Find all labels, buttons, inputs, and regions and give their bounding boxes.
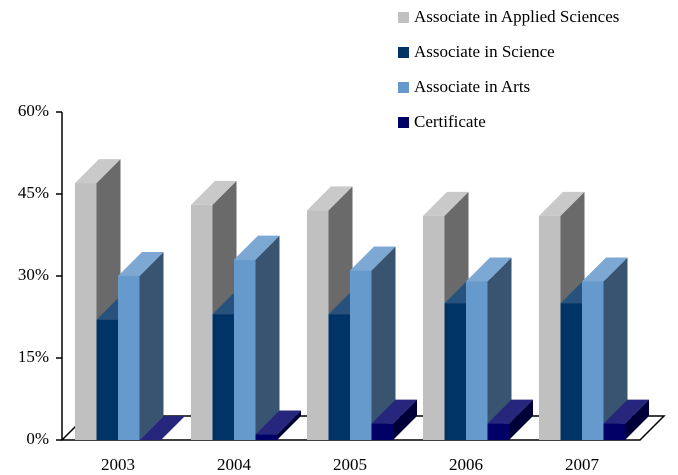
bar: [444, 303, 466, 440]
y-tick-label: 30%: [18, 265, 49, 284]
bar-top: [466, 257, 512, 282]
bar: [255, 434, 277, 440]
bar-top: [423, 191, 469, 216]
x-tick-label: 2004: [217, 455, 252, 474]
bar-side: [625, 399, 649, 440]
bar: [603, 423, 625, 440]
x-tick-label: 2006: [449, 455, 483, 474]
bar: [350, 270, 372, 440]
bar: [96, 319, 118, 440]
bar: [212, 314, 234, 440]
bar: [539, 215, 561, 440]
y-tick-label: 45%: [18, 183, 49, 202]
bar: [307, 210, 329, 440]
bar-side: [487, 257, 512, 440]
x-tick-label: 2005: [333, 455, 367, 474]
bar-top: [139, 416, 185, 440]
bar-top: [582, 257, 628, 282]
bar: [487, 423, 509, 440]
bar-top: [539, 191, 585, 216]
bar-side: [603, 257, 628, 440]
bar-side: [277, 410, 301, 440]
bar-top: [350, 246, 396, 271]
x-tick-label: 2007: [565, 455, 600, 474]
bar-top: [118, 252, 164, 276]
bar-side: [255, 235, 280, 440]
bar: [234, 259, 256, 440]
legend-swatch: [398, 12, 409, 23]
bar: [191, 204, 213, 440]
y-tick-label: 15%: [18, 347, 49, 366]
bar: [423, 215, 445, 440]
y-tick-label: 60%: [18, 101, 49, 120]
bar-side: [509, 399, 533, 440]
legend-swatch: [398, 82, 409, 93]
bar-top: [75, 159, 121, 184]
legend-label: Associate in Arts: [414, 77, 530, 96]
bar-side: [371, 246, 396, 440]
bar-side: [139, 252, 164, 440]
bar-top: [487, 399, 533, 424]
legend-label: Associate in Science: [414, 42, 555, 61]
bar: [118, 276, 140, 440]
bar-top: [307, 186, 353, 211]
bar: [560, 303, 582, 440]
bar-top: [371, 399, 417, 424]
bar: [582, 281, 604, 440]
bar: [328, 314, 350, 440]
x-tick-label: 2003: [101, 455, 135, 474]
bar-top: [191, 180, 237, 205]
legend-label: Certificate: [414, 112, 486, 131]
legend-label: Associate in Applied Sciences: [414, 7, 619, 26]
legend-swatch: [398, 117, 409, 128]
bar: [75, 183, 97, 441]
bar-top: [255, 410, 301, 435]
y-tick-label: 0%: [26, 429, 49, 448]
bar-top: [603, 399, 649, 424]
bar: [371, 423, 393, 440]
bar: [466, 281, 488, 440]
legend-swatch: [398, 47, 409, 58]
bar-top: [234, 235, 280, 260]
bar-side: [393, 399, 417, 440]
